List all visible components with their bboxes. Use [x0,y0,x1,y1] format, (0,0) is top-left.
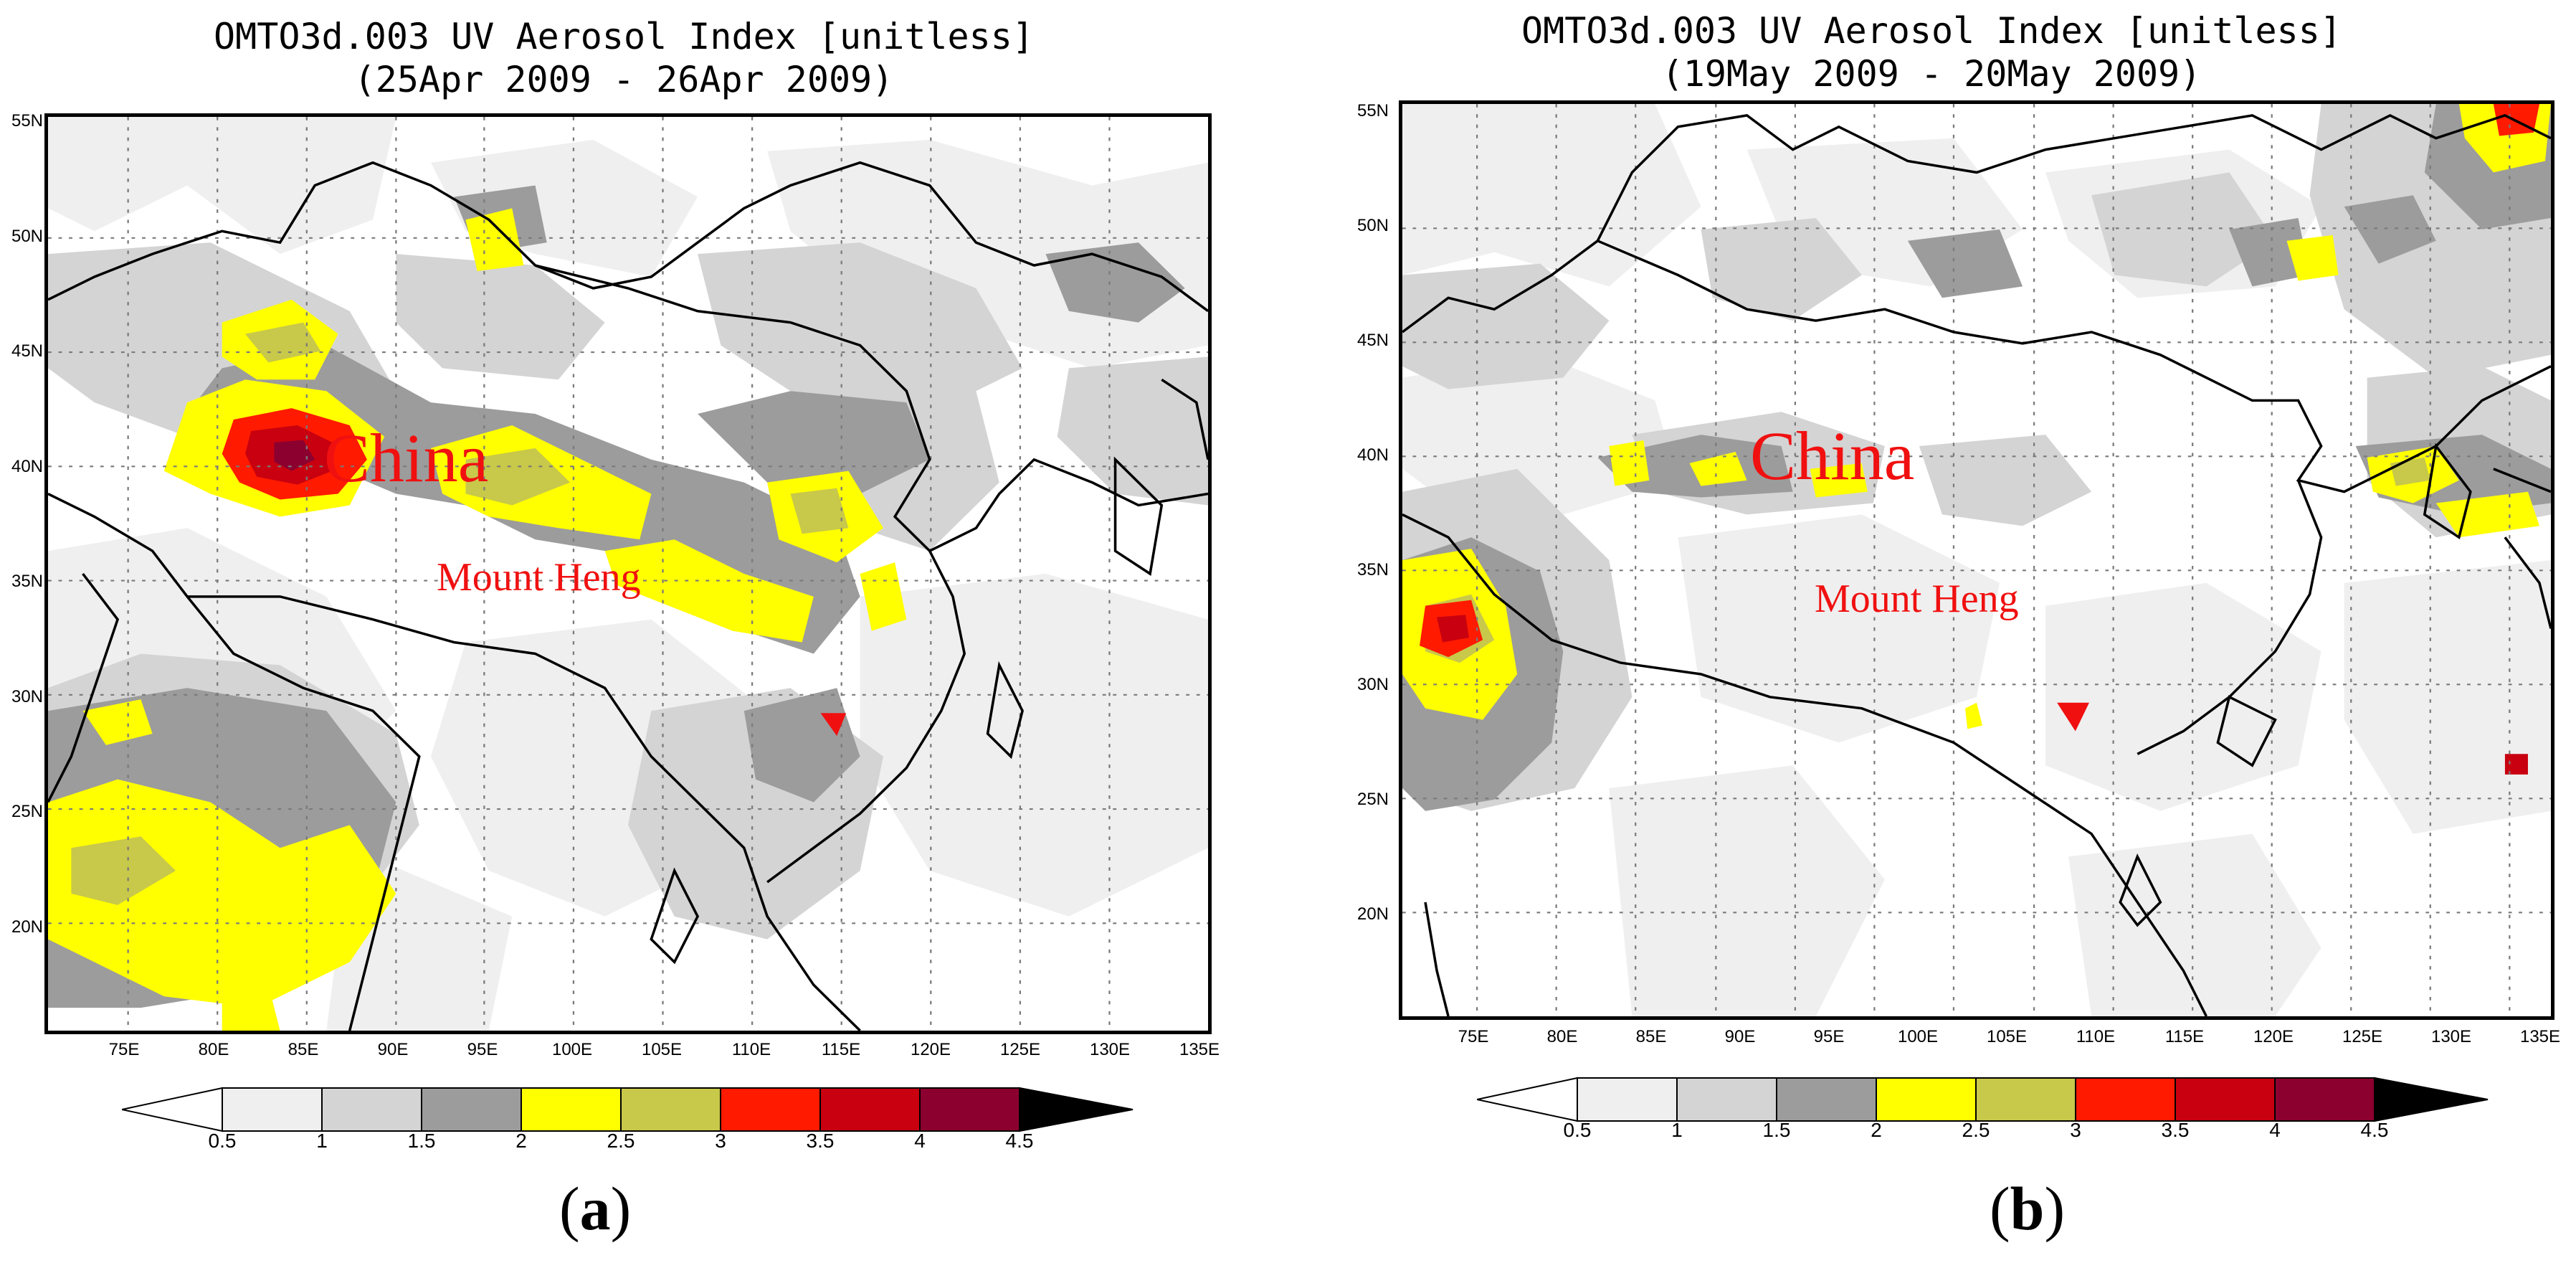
lon-tick-b-125e: 125E [2342,1027,2383,1046]
colorbar-a-label: 2 [515,1130,527,1152]
mount-heng-marker-b [2057,702,2089,732]
lat-tick-a-35n: 35N [11,572,43,591]
colorbar-a-label: 1 [316,1130,328,1152]
lat-tick-a-20n: 20N [11,917,43,937]
lat-tick-b-25n: 25N [1356,790,1389,809]
lon-tick-b-75e: 75E [1458,1027,1489,1046]
colorbar-a-label: 4 [914,1130,926,1152]
colorbar-b-label: 1.5 [1762,1119,1791,1141]
colorbar-a-label: 1.5 [407,1130,436,1152]
lat-tick-b-45n: 45N [1356,331,1389,350]
colorbar-a-label: 2.5 [607,1130,635,1152]
colorbar-b-label: 3 [2070,1119,2081,1141]
lon-tick-a-90e: 90E [377,1040,409,1059]
lon-tick-a-100e: 100E [551,1040,593,1059]
panel-a: OMTO3d.003 UV Aerosol Index [unitless] (… [0,0,1247,1263]
lon-tick-a-80e: 80E [198,1040,229,1059]
colorbar-a [122,1087,1133,1132]
map-plot-b: China Mount Heng [1399,100,2554,1020]
lon-tick-b-115e: 115E [2164,1027,2205,1046]
lon-tick-b-135e: 135E [2519,1027,2561,1046]
lat-tick-b-50n: 50N [1356,216,1389,235]
mount-heng-label-b: Mount Heng [1815,577,2019,621]
lon-tick-b-100e: 100E [1897,1027,1939,1046]
lat-tick-b-20n: 20N [1356,904,1389,924]
colorbar-a-label: 3.5 [806,1130,835,1152]
lon-tick-b-90e: 90E [1724,1027,1756,1046]
colorbar-b-label: 4 [2269,1119,2281,1141]
lon-tick-a-110e: 110E [731,1040,771,1059]
colorbar-b-label: 0.5 [1563,1119,1592,1141]
china-label-a: China [324,420,489,496]
lat-tick-b-30n: 30N [1356,675,1389,694]
lon-tick-a-130e: 130E [1089,1040,1131,1059]
lon-tick-a-120e: 120E [910,1040,951,1059]
colorbar-b-label: 1 [1671,1119,1683,1141]
map-plot-a: China Mount Heng [44,113,1212,1034]
lon-tick-a-85e: 85E [287,1040,319,1059]
lon-tick-b-110e: 110E [2076,1027,2116,1046]
mount-heng-marker-a [820,713,847,737]
lon-tick-b-85e: 85E [1635,1027,1667,1046]
lon-tick-a-135e: 135E [1179,1040,1220,1059]
panel-a-title: OMTO3d.003 UV Aerosol Index [unitless] [214,16,1034,57]
panel-b-letter: (b) [1990,1174,2066,1243]
lon-tick-a-125e: 125E [999,1040,1041,1059]
lon-tick-a-75e: 75E [108,1040,140,1059]
lat-tick-a-30n: 30N [11,687,43,706]
lon-tick-b-95e: 95E [1813,1027,1845,1046]
aerosol-map-b [1402,104,2551,1016]
lat-tick-b-55n: 55N [1356,101,1389,120]
lon-tick-a-115e: 115E [821,1040,861,1059]
lon-tick-a-95e: 95E [467,1040,498,1059]
aerosol-map-a [48,117,1208,1031]
mount-heng-label-a: Mount Heng [437,555,641,600]
colorbar-b-label: 4.5 [2360,1119,2389,1141]
china-label-b: China [1750,417,1915,494]
lat-tick-a-55n: 55N [11,111,43,131]
lat-tick-a-25n: 25N [11,802,43,821]
panel-b-title: OMTO3d.003 UV Aerosol Index [unitless] [1521,10,2342,52]
panel-a-letter: (a) [559,1174,632,1243]
colorbar-b-label: 2 [1871,1119,1882,1141]
lat-tick-a-45n: 45N [11,341,43,361]
lat-tick-b-40n: 40N [1356,445,1389,465]
lat-tick-a-40n: 40N [11,457,43,476]
lon-tick-b-130e: 130E [2430,1027,2472,1046]
colorbar-a-label: 0.5 [208,1130,237,1152]
colorbar-a-label: 3 [715,1130,726,1152]
colorbar-a-label: 4.5 [1005,1130,1034,1152]
lon-tick-b-120e: 120E [2253,1027,2294,1046]
panel-b: OMTO3d.003 UV Aerosol Index [unitless] (… [1287,0,2576,1263]
lon-tick-b-80e: 80E [1546,1027,1578,1046]
colorbar-b-label: 3.5 [2161,1119,2190,1141]
panel-b-subtitle: (19May 2009 - 20May 2009) [1661,53,2202,95]
lon-tick-b-105e: 105E [1986,1027,2028,1046]
lat-tick-a-50n: 50N [11,227,43,246]
colorbar-b-label: 2.5 [1962,1119,1990,1141]
lat-tick-b-35n: 35N [1356,560,1389,580]
lon-tick-a-105e: 105E [641,1040,683,1059]
colorbar-b [1477,1077,2489,1122]
panel-a-subtitle: (25Apr 2009 - 26Apr 2009) [353,59,894,100]
